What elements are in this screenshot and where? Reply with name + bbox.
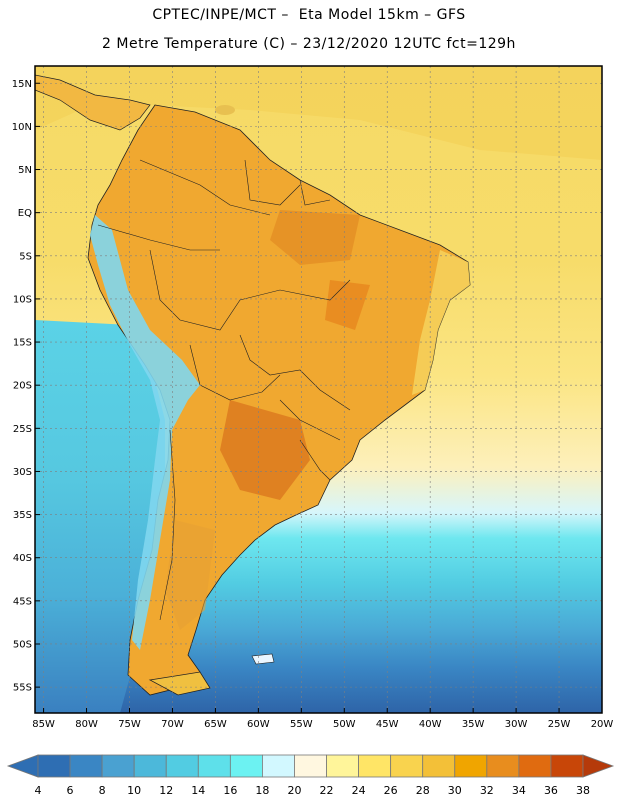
colorbar-swatch [262,754,295,778]
colorbar-swatch [518,754,552,778]
lat-tick-label: 25S [13,424,32,435]
lon-tick-label: 50W [333,719,356,730]
colorbar-label: 28 [416,784,430,797]
falkland-islands [251,653,275,665]
colorbar-swatch [69,754,103,778]
tierra-del-fuego [148,671,211,696]
lon-tick-label: 70W [161,719,184,730]
colorbar-above-arrow [582,754,615,778]
colorbar-label: 26 [384,784,398,797]
lat-tick-label: 30S [13,467,32,478]
latitude-labels: 15N 10N 5N EQ 5S 10S 15S 20S 25S 30S 35S 40S 45S 50S 5… [12,79,32,694]
colorbar-swatch [422,754,456,778]
andes-cold-strip [90,215,200,650]
lake-maracaibo [215,105,235,115]
lat-tick-label: 15S [13,338,32,349]
colorbar-swatch [550,754,584,778]
lat-tick-label: EQ [18,208,32,219]
colorbar-swatch [486,754,520,778]
colorbar-swatch [165,754,199,778]
colorbar-label: 32 [480,784,494,797]
colorbar-label: 16 [223,784,237,797]
lat-tick-label: 45S [13,596,32,607]
lon-tick-label: 45W [376,719,399,730]
colorbar-label: 14 [191,784,205,797]
central-america [35,74,151,131]
colorbar-label: 12 [159,784,173,797]
country-borders [97,159,351,621]
colorbar-label: 8 [99,784,106,797]
colorbar-label: 34 [512,784,526,797]
map-frame [34,65,603,714]
lat-tick-label: 20S [13,381,32,392]
lon-tick-label: 30W [505,719,528,730]
lon-tick-label: 65W [204,719,227,730]
colorbar-swatch [326,754,359,778]
colorbar-label: 38 [576,784,590,797]
pacific-cold-region [35,320,165,713]
patagonia-region [165,520,215,630]
colorbar-swatch [358,754,392,778]
hot-zone-amazon [270,210,360,265]
lat-tick-label: 50S [13,639,32,650]
colorbar-swatch [197,754,231,778]
lon-tick-label: 75W [118,719,141,730]
hot-zone-chaco [220,400,310,500]
colorbar-swatch [390,754,424,778]
longitude-labels: 85W 80W 75W 70W 65W 60W 55W 50W 45W 40W 35W 30W 25W 2… [32,719,613,730]
colorbar-label: 10 [127,784,141,797]
colorbar-label: 18 [255,784,269,797]
lat-tick-label: 40S [13,553,32,564]
lon-tick-label: 60W [247,719,270,730]
lat-tick-label: 35S [13,510,32,521]
lon-tick-label: 40W [419,719,442,730]
colorbar-swatch [454,754,488,778]
lat-tick-label: 5N [18,165,32,176]
colorbar-swatch [133,754,167,778]
brazil-coast-band [412,250,470,395]
lat-tick-label: 55S [13,683,32,694]
colorbar-label: 24 [352,784,366,797]
colorbar: 4 6 8 10 12 14 16 18 20 22 24 26 28 30 32 34 36 38 [6,754,615,797]
hot-zone-central-brazil [325,280,370,330]
colorbar-below-arrow [6,754,39,778]
lon-tick-label: 25W [548,719,571,730]
lat-tick-label: 5S [19,251,32,262]
colorbar-swatch [101,754,135,778]
map-title: CPTEC/INPE/MCT – Eta Model 15km – GFS [152,7,466,23]
colorbar-label: 20 [287,784,301,797]
map-subtitle: 2 Metre Temperature (C) – 23/12/2020 12U… [102,36,516,52]
temperature-map: 15N 10N 5N EQ 5S 10S 15S 20S 25S 30S 35S 40S 45S 50S 5… [12,65,613,730]
colorbar-swatch [37,754,71,778]
lon-tick-label: 20W [591,719,614,730]
lon-tick-label: 55W [290,719,313,730]
colorbar-label: 36 [544,784,558,797]
colorbar-swatch [229,754,263,778]
lon-tick-label: 85W [32,719,55,730]
lat-tick-label: 15N [12,79,32,90]
lon-tick-label: 35W [462,719,485,730]
axis-ticks [35,82,603,713]
lat-tick-label: 10S [13,294,32,305]
colorbar-label: 22 [320,784,334,797]
lat-tick-label: 10N [12,122,32,133]
colorbar-label: 30 [448,784,462,797]
colorbar-label: 4 [35,784,42,797]
colorbar-swatch [294,754,327,778]
caribbean-warm-region [35,66,602,160]
lon-tick-label: 80W [75,719,98,730]
colorbar-label: 6 [67,784,74,797]
